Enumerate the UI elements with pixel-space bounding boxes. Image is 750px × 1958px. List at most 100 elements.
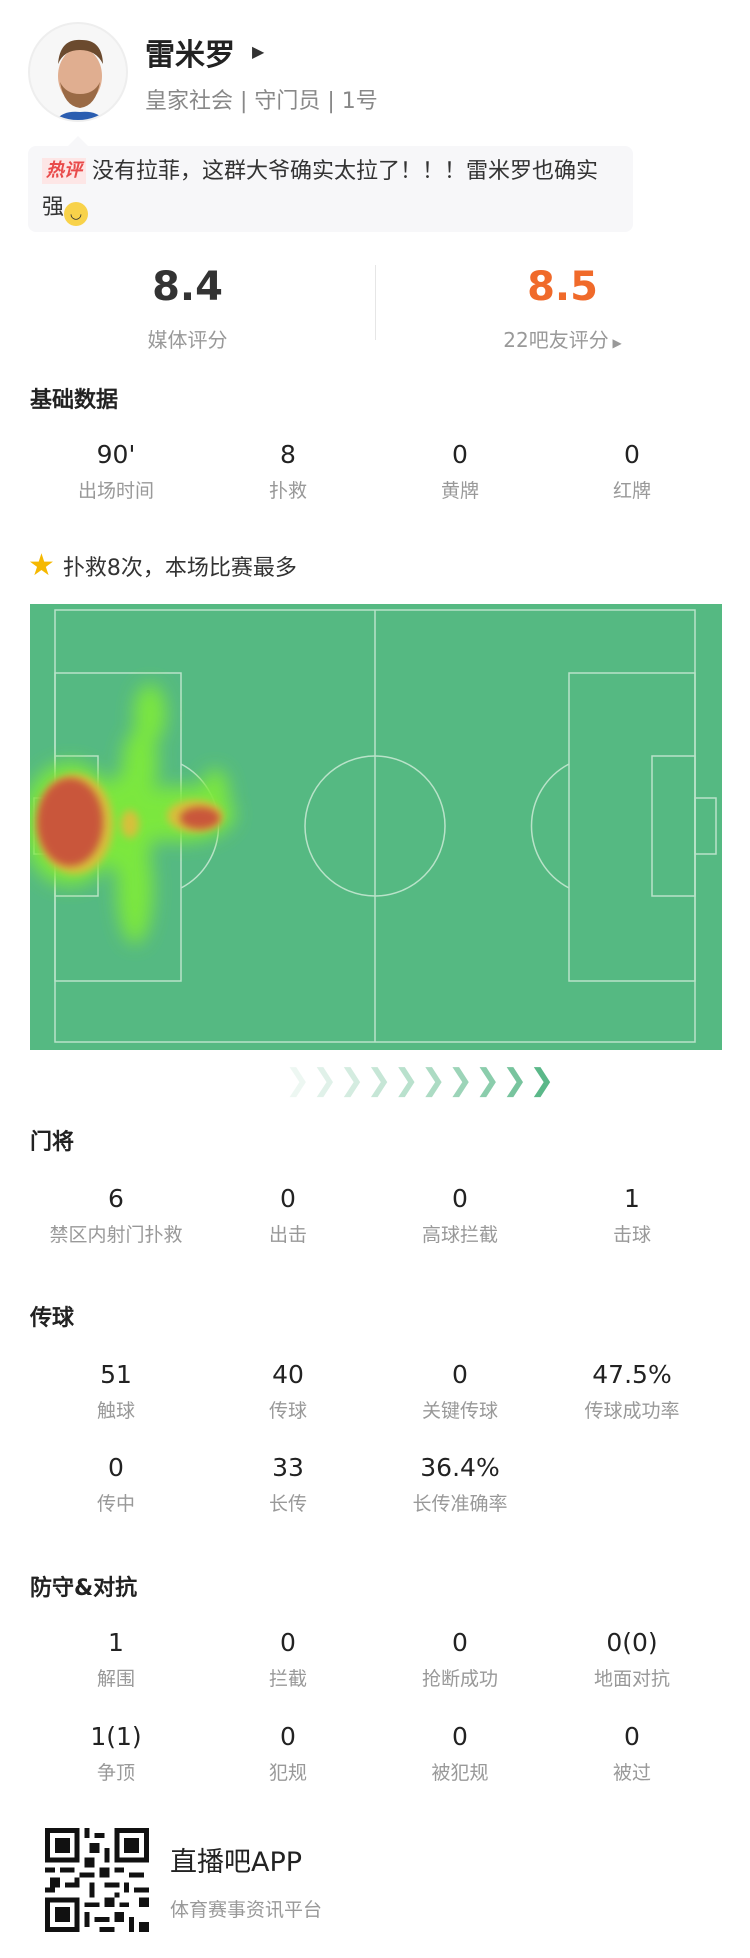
stat-label: 出击: [268, 1224, 307, 1246]
fan-rating-label: 22吧友评分: [503, 328, 609, 352]
stat-cell: 0 被过: [546, 1722, 718, 1785]
stat-value: 0: [452, 1360, 468, 1389]
stat-label: 解围: [96, 1668, 135, 1690]
stat-value: 0: [280, 1628, 296, 1657]
stat-label: 拦截: [268, 1668, 307, 1690]
stat-cell: 6 禁区内射门扑救: [30, 1184, 202, 1247]
hot-comment[interactable]: 热评 没有拉菲，这群大爷确实太拉了！！！雷米罗也确实强 ◡: [28, 136, 633, 232]
caret-right-icon: ▶: [608, 336, 622, 350]
stat-cell: 47.5% 传球成功率: [546, 1360, 718, 1423]
stat-value: 0: [280, 1184, 296, 1213]
stat-value: 6: [108, 1184, 124, 1213]
caret-right-icon[interactable]: ▶: [252, 42, 265, 61]
star-icon: ★: [28, 548, 55, 583]
smile-emoji-icon: ◡: [64, 202, 89, 226]
stat-cell: 1 解围: [30, 1628, 202, 1691]
stat-cell: 36.4% 长传准确率: [374, 1453, 546, 1516]
stat-value: 40: [272, 1360, 304, 1389]
stat-value: 51: [100, 1360, 132, 1389]
footer-tagline: 体育赛事资讯平台: [170, 1899, 323, 1921]
stat-label: 传球成功率: [584, 1400, 680, 1422]
passing-stats-row: 51 触球 40 传球 0 关键传球 47.5% 传球成功率: [30, 1360, 718, 1423]
stat-value: 36.4%: [420, 1453, 500, 1482]
stat-label: 被犯规: [431, 1762, 489, 1784]
stat-label: 传球: [268, 1400, 307, 1422]
stat-value: 1: [624, 1184, 640, 1213]
stat-value: 0: [624, 440, 640, 469]
stat-cell: 0 被犯规: [374, 1722, 546, 1785]
footer-app-name: 直播吧APP: [170, 1847, 303, 1878]
media-rating-value: 8.4: [152, 264, 223, 310]
defense-stats-row: 1 解围 0 拦截 0 抢断成功 0(0) 地面对抗: [30, 1628, 718, 1691]
stat-value: 47.5%: [592, 1360, 672, 1389]
stat-label: 争顶: [96, 1762, 135, 1784]
stat-label: 出场时间: [77, 480, 154, 502]
stat-value: 0: [452, 1628, 468, 1657]
stat-cell: 0 关键传球: [374, 1360, 546, 1423]
section-title-basic: 基础数据: [30, 388, 119, 413]
stat-cell: 40 传球: [202, 1360, 374, 1423]
stat-label: 黄牌: [440, 480, 479, 502]
stat-label: 高球拦截: [421, 1224, 498, 1246]
stat-cell: 33 长传: [202, 1453, 374, 1516]
stat-label: 关键传球: [421, 1400, 498, 1422]
stat-cell: 0 传中: [30, 1453, 202, 1516]
stat-label: 被过: [612, 1762, 651, 1784]
stat-cell: 0 高球拦截: [374, 1184, 546, 1247]
stat-cell: 0 犯规: [202, 1722, 374, 1785]
hot-comment-tag: 热评: [42, 158, 86, 184]
player-subtitle: 皇家社会 | 守门员 | 1号: [145, 89, 378, 114]
stat-value: 1(1): [90, 1722, 142, 1751]
qr-code: [45, 1828, 149, 1932]
stat-value: 8: [280, 440, 296, 469]
fan-rating[interactable]: 8.5 22吧友评分 ▶: [375, 262, 750, 353]
stat-saves: 8 扑救: [202, 440, 374, 503]
stat-label: 红牌: [612, 480, 651, 502]
player-name[interactable]: 雷米罗: [145, 38, 235, 73]
stat-value: 0: [280, 1722, 296, 1751]
stat-label: 传中: [96, 1493, 135, 1515]
stat-label: 地面对抗: [593, 1668, 670, 1690]
passing-stats-row: 0 传中 33 长传 36.4% 长传准确率: [30, 1453, 718, 1516]
basic-stats-row: 90' 出场时间 8 扑救 0 黄牌 0 红牌: [30, 440, 718, 503]
section-title-goalkeeping: 门将: [30, 1130, 75, 1155]
section-title-defense: 防守&对抗: [30, 1576, 138, 1601]
stat-label: 触球: [96, 1400, 135, 1422]
stat-label: 扑救: [268, 480, 307, 502]
section-title-passing: 传球: [30, 1306, 75, 1331]
stat-value: 90': [96, 440, 136, 469]
stat-label: 禁区内射门扑救: [49, 1224, 183, 1246]
fan-rating-value: 8.5: [527, 264, 598, 310]
stat-label: 长传准确率: [412, 1493, 508, 1515]
swipe-arrows-icon: ❯ ❯ ❯ ❯ ❯ ❯ ❯ ❯ ❯ ❯: [285, 1063, 555, 1098]
stat-value: 0(0): [606, 1628, 658, 1657]
media-rating: 8.4 媒体评分: [0, 262, 375, 353]
stat-cell: 0(0) 地面对抗: [546, 1628, 718, 1691]
hot-comment-text: 没有拉菲，这群大爷确实太拉了！！！雷米罗也确实强: [42, 159, 599, 220]
player-photo: [56, 39, 104, 120]
rating-divider: [375, 265, 376, 340]
stat-label: 抢断成功: [421, 1668, 498, 1690]
stat-value: 0: [108, 1453, 124, 1482]
stat-red: 0 红牌: [546, 440, 718, 503]
stat-cell: 1(1) 争顶: [30, 1722, 202, 1785]
stat-value: 1: [108, 1628, 124, 1657]
stat-value: 0: [452, 1722, 468, 1751]
stat-value: 0: [624, 1722, 640, 1751]
stat-cell: 0 拦截: [202, 1628, 374, 1691]
heatmap-layer: [30, 684, 235, 944]
stat-label: 犯规: [268, 1762, 307, 1784]
media-rating-label: 媒体评分: [147, 328, 228, 352]
stat-cell: 51 触球: [30, 1360, 202, 1423]
heatmap-pitch: [30, 604, 722, 1050]
stat-cell: 0 出击: [202, 1184, 374, 1247]
stat-label: 击球: [612, 1224, 651, 1246]
player-avatar[interactable]: [28, 22, 128, 122]
stat-yellow: 0 黄牌: [374, 440, 546, 503]
highlight: ★ 扑救8次，本场比赛最多: [28, 550, 297, 582]
stat-minutes: 90' 出场时间: [30, 440, 202, 503]
stat-value: 33: [272, 1453, 304, 1482]
stat-cell: 0 抢断成功: [374, 1628, 546, 1691]
stat-value: 0: [452, 440, 468, 469]
stat-cell: 1 击球: [546, 1184, 718, 1247]
